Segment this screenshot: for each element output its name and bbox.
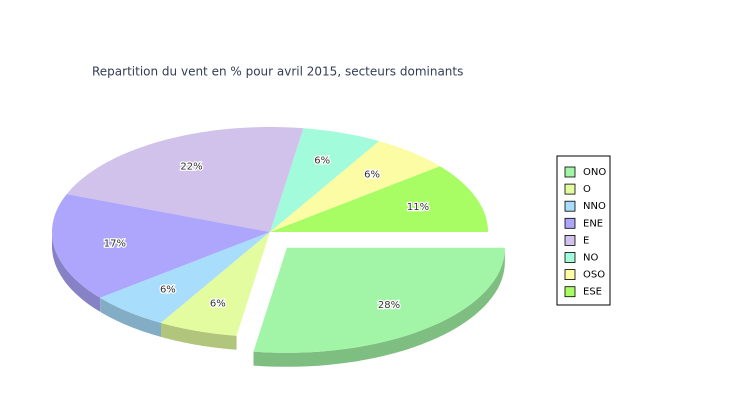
legend-label: O (583, 184, 591, 195)
slice-side (253, 247, 505, 367)
slice (270, 166, 488, 232)
legend-box (556, 155, 611, 306)
legend-label: NNO (583, 201, 606, 212)
legend: ONO O NNO ENE E NO OSO ESE (564, 166, 606, 298)
slice (270, 128, 379, 232)
slice (270, 141, 440, 232)
legend-swatch (564, 252, 576, 263)
slice (100, 232, 270, 323)
slice (52, 194, 270, 298)
data-label: 17% (104, 239, 126, 250)
slice-side (161, 322, 237, 350)
data-label: 6% (364, 170, 380, 181)
legend-swatch (564, 166, 576, 178)
data-label: 6% (314, 156, 330, 167)
legend-swatch (564, 217, 576, 229)
legend-label: E (583, 235, 589, 246)
data-label: 22% (180, 162, 202, 173)
legend-label: ENE (583, 218, 603, 229)
chart-title: Repartition du vent en % pour avril 2015… (92, 65, 463, 79)
slice (161, 232, 270, 336)
legend-swatch (564, 286, 576, 298)
slice (253, 247, 505, 353)
legend-swatch (564, 183, 576, 195)
legend-swatch (564, 269, 576, 281)
legend-swatch (564, 234, 576, 246)
legend-label: ESE (583, 287, 602, 298)
slice-side (100, 297, 161, 337)
slice (66, 127, 304, 232)
legend-swatch (564, 200, 576, 212)
legend-label: OSO (583, 270, 605, 281)
data-label: 11% (407, 202, 429, 213)
legend-label: NO (583, 253, 598, 264)
legend-label: ONO (583, 167, 606, 178)
data-label: 28% (378, 300, 400, 311)
pie: 11% 6% 6% 22% 17% 6% 6% 28% (52, 127, 505, 367)
data-label: 6% (160, 284, 176, 295)
data-label: 6% (210, 298, 226, 309)
slice-side (52, 232, 101, 312)
